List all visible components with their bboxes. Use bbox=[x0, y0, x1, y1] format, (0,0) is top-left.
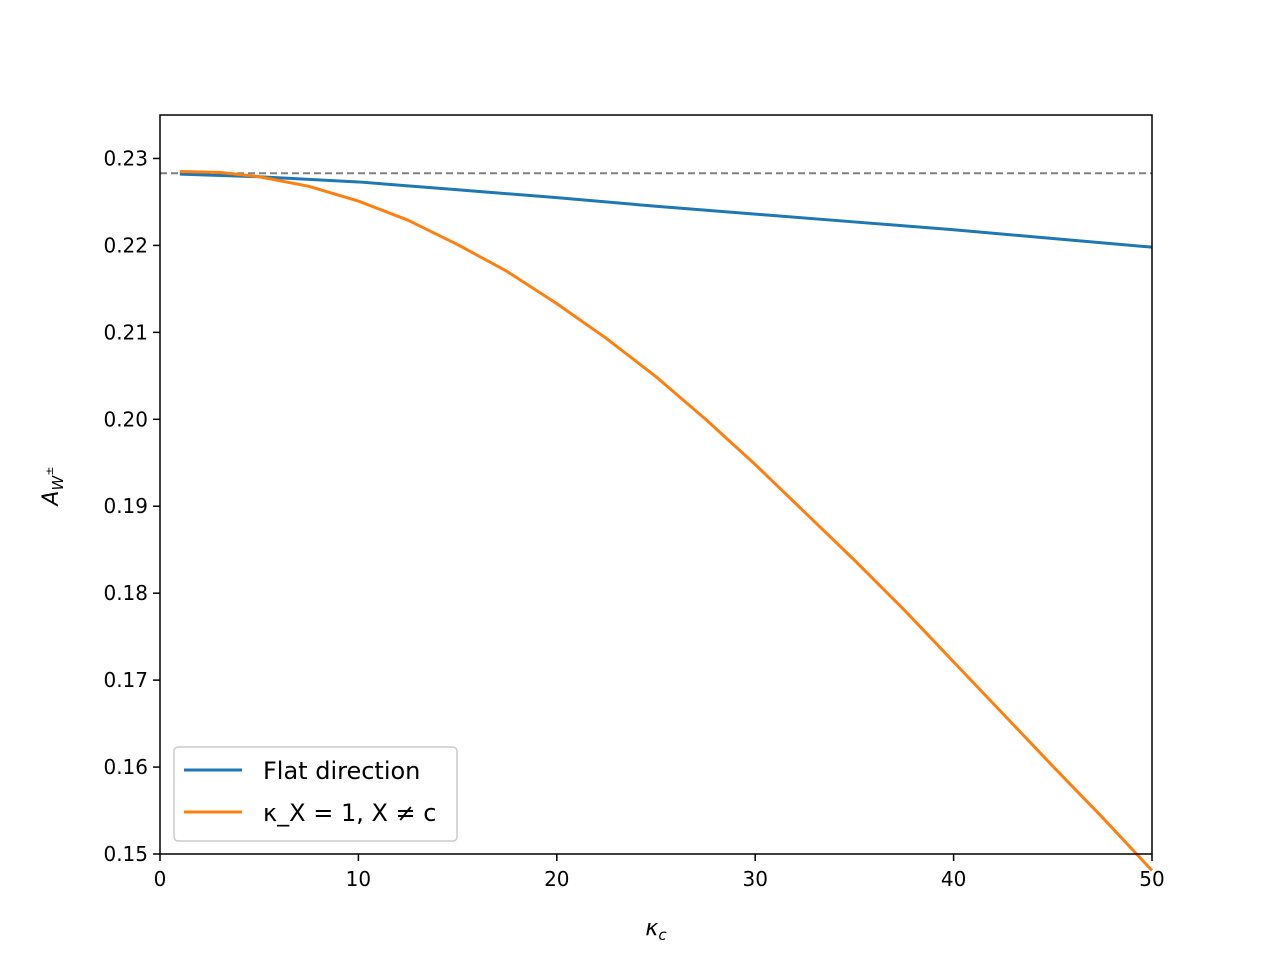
x-tick-label: 20 bbox=[544, 867, 569, 891]
y-tick-label: 0.16 bbox=[103, 755, 148, 779]
series-line-1 bbox=[179, 172, 1153, 249]
legend: Flat direction κ_X = 1, X ≠ c bbox=[173, 746, 458, 842]
y-axis-label: AW± bbox=[39, 466, 67, 507]
plot-area bbox=[160, 170, 1154, 872]
y-axis: 0.15 0.16 0.17 0.18 0.19 0.20 0.21 0.22 0.23 bbox=[103, 146, 160, 866]
legend-frame bbox=[173, 746, 458, 842]
legend-label-flat-direction: Flat direction bbox=[263, 757, 420, 785]
x-axis: 0 10 20 30 40 50 bbox=[154, 854, 1165, 891]
x-tick-label: 30 bbox=[742, 867, 767, 891]
legend-label-kappa-x: κ_X = 1, X ≠ c bbox=[263, 799, 436, 827]
y-tick-label: 0.21 bbox=[103, 320, 148, 344]
axes-frame bbox=[159, 114, 1153, 855]
y-tick-label: 0.22 bbox=[103, 233, 148, 257]
x-tick-label: 40 bbox=[941, 867, 966, 891]
y-tick-label: 0.18 bbox=[103, 581, 148, 605]
x-tick-label: 10 bbox=[346, 867, 371, 891]
y-tick-label: 0.17 bbox=[103, 668, 148, 692]
x-tick-label: 50 bbox=[1139, 867, 1164, 891]
svg-text:AW±: AW± bbox=[39, 466, 67, 507]
y-tick-label: 0.15 bbox=[103, 842, 148, 866]
y-tick-label: 0.19 bbox=[103, 494, 148, 518]
y-tick-label: 0.23 bbox=[103, 146, 148, 170]
x-tick-label: 0 bbox=[154, 867, 167, 891]
y-tick-label: 0.20 bbox=[103, 407, 148, 431]
series-line-2 bbox=[179, 170, 1154, 872]
